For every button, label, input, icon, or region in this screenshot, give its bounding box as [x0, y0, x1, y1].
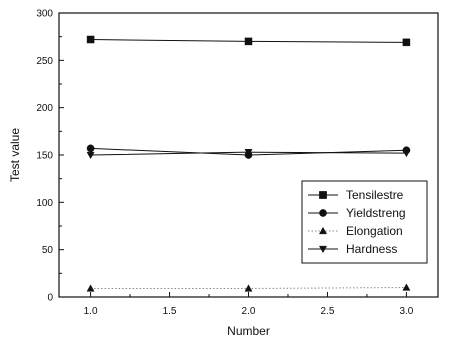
x-axis-ticks: 1.0 1.5 2.0 2.5 3.0: [84, 292, 414, 317]
y-tick-label: 300: [36, 9, 53, 20]
series-elongation: [87, 284, 410, 291]
legend-label: Elongation: [346, 224, 403, 238]
y-tick-label: 250: [36, 56, 53, 67]
series-tensilestre: [87, 36, 410, 46]
legend-marker: [319, 209, 326, 216]
x-tick-label: 2.0: [242, 306, 256, 317]
y-axis-ticks: 0 50 100 150 200 250 300: [36, 9, 64, 304]
x-tick-label: 2.5: [321, 306, 335, 317]
y-tick-label: 50: [42, 245, 54, 256]
x-tick-label: 3.0: [399, 306, 413, 317]
legend: Tensilestre Yieldstreng Elongation Hardness: [302, 181, 427, 263]
x-axis-label: Number: [227, 324, 270, 338]
legend-marker: [319, 191, 326, 198]
data-point-elongation: [87, 285, 94, 291]
data-point-tensilestre: [245, 38, 252, 45]
x-tick-label: 1.5: [163, 306, 177, 317]
legend-label: Tensilestre: [346, 188, 404, 202]
legend-label: Hardness: [346, 242, 397, 256]
y-tick-label: 200: [36, 103, 53, 114]
y-axis-label: Test value: [8, 128, 22, 182]
data-point-elongation: [403, 284, 410, 290]
x-tick-label: 1.0: [84, 306, 98, 317]
y-tick-label: 100: [36, 198, 53, 209]
legend-label: Yieldstreng: [346, 206, 406, 220]
data-point-tensilestre: [87, 36, 94, 43]
y-tick-label: 150: [36, 151, 53, 162]
y-tick-label: 0: [47, 293, 53, 304]
data-point-yieldstreng: [87, 145, 94, 152]
data-point-tensilestre: [403, 39, 410, 46]
